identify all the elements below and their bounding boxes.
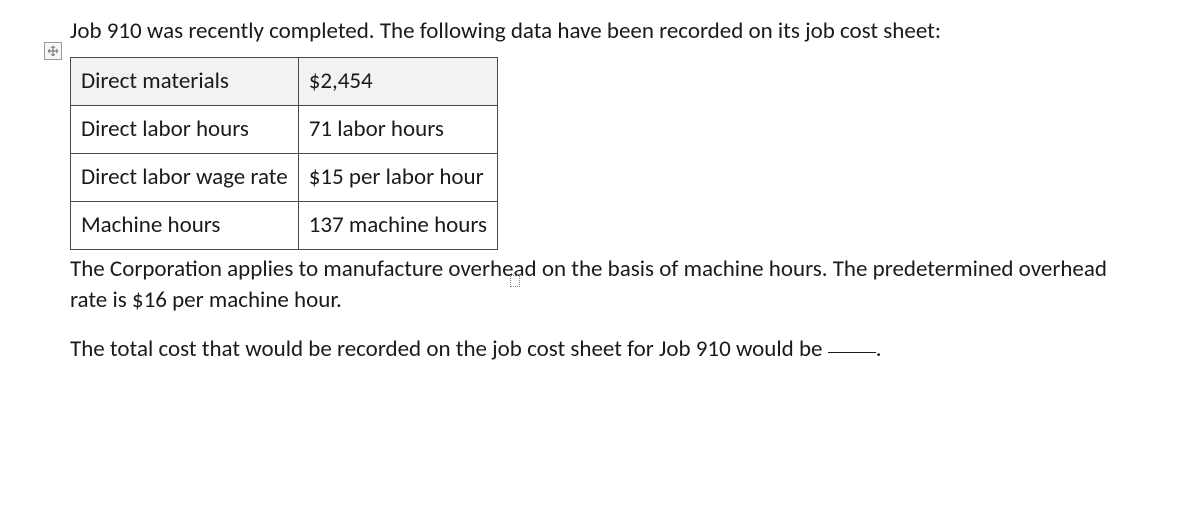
intro-paragraph: Job 910 was recently completed. The foll… [70,16,1130,47]
cell-value: 137 machine hours [298,202,497,250]
table-row: Machine hours 137 machine hours [71,202,498,250]
cell-value: $15 per labor hour [298,154,497,202]
cell-value: $2,454 [298,58,497,106]
cell-label: Direct labor wage rate [71,154,299,202]
question-suffix: . [876,335,882,363]
table-row: Direct labor hours 71 labor hours [71,106,498,154]
cell-label: Direct labor hours [71,106,299,154]
table-anchor-icon[interactable] [44,42,62,60]
cell-value: 71 labor hours [298,106,497,154]
cell-label: Direct materials [71,58,299,106]
cell-label: Machine hours [71,202,299,250]
question-paragraph: The total cost that would be recorded on… [70,334,1130,365]
question-prefix: The total cost that would be recorded on… [70,335,828,363]
overhead-paragraph: The Corporation applies to manufacture o… [70,254,1130,316]
job-cost-table: Direct materials $2,454 Direct labor hou… [70,57,498,250]
table-row: Direct materials $2,454 [71,58,498,106]
page: Job 910 was recently completed. The foll… [0,0,1200,507]
answer-blank[interactable] [828,352,876,353]
table-row: Direct labor wage rate $15 per labor hou… [71,154,498,202]
